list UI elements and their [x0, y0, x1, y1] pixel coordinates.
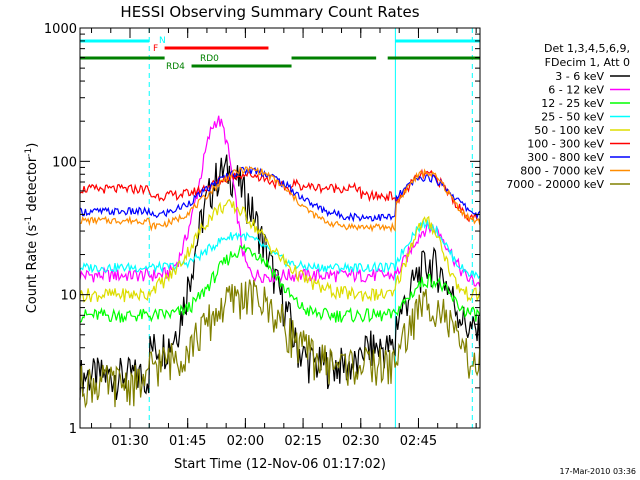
y-axis: 1 10 100 1000 — [44, 22, 480, 437]
plot-frame — [79, 27, 481, 429]
y-tick-label-2: 100 — [52, 155, 77, 170]
flag-n-label: N — [159, 36, 166, 46]
x-tick-label-0: 01:30 — [111, 434, 148, 449]
legend-label-1: 6 - 12 keV — [548, 84, 604, 97]
series-line-4 — [79, 198, 481, 303]
x-tick-label-1: 01:45 — [169, 434, 206, 449]
series-line-7 — [79, 166, 481, 233]
series-line-8 — [79, 279, 481, 409]
legend-label-6: 300 - 800 keV — [527, 151, 604, 164]
y-tick-label-0: 1 — [69, 422, 77, 437]
x-tick-label-2: 02:00 — [227, 434, 264, 449]
x-axis-label: Start Time (12-Nov-06 01:17:02) — [174, 457, 386, 472]
footer-timestamp: 17-Mar-2010 03:36 — [560, 467, 637, 476]
series-lines — [79, 115, 481, 409]
series-line-1 — [79, 115, 481, 287]
legend-label-3: 25 - 50 keV — [541, 111, 604, 124]
series-line-3 — [79, 218, 481, 280]
series-line-0 — [79, 154, 481, 400]
y-label-sup1: -1 — [24, 216, 34, 225]
legend-label-5: 100 - 300 keV — [527, 138, 604, 151]
y-label-end: ) — [25, 143, 40, 148]
series-line-5 — [79, 168, 481, 223]
x-tick-label-4: 02:30 — [342, 434, 379, 449]
legend-header-1: Det 1,3,4,5,6,9, — [544, 42, 630, 55]
legend-label-8: 7000 - 20000 keV — [506, 178, 604, 191]
series-line-2 — [79, 243, 481, 323]
flag-rd0-label: RD0 — [200, 54, 219, 64]
y-label-sup2: -1 — [24, 148, 34, 157]
y-label-mid: detector — [25, 156, 40, 216]
x-tick-label-3: 02:15 — [284, 434, 321, 449]
flag-bars: NF RD0 RD4 — [80, 36, 480, 72]
flag-f-label: F — [153, 44, 158, 54]
chart-title: HESSI Observing Summary Count Rates — [120, 3, 419, 21]
x-tick-label-5: 02:45 — [400, 434, 437, 449]
flag-rd4-label: RD4 — [166, 62, 185, 72]
legend-header-2: FDecim 1, Att 0 — [545, 56, 630, 69]
x-axis: 01:30 01:45 02:00 02:15 02:30 02:45 — [91, 28, 477, 449]
legend-label-7: 800 - 7000 keV — [520, 165, 604, 178]
y-axis-label: Count Rate (s-1 detector-1) — [24, 143, 40, 314]
y-tick-label-3: 1000 — [44, 22, 77, 37]
y-tick-label-1: 10 — [60, 289, 77, 304]
y-label-main: Count Rate (s — [25, 225, 40, 314]
attenuator-boundaries — [148, 28, 473, 428]
legend-label-0: 3 - 6 keV — [555, 70, 604, 83]
legend-label-4: 50 - 100 keV — [534, 124, 604, 137]
legend-label-2: 12 - 25 keV — [541, 97, 604, 110]
